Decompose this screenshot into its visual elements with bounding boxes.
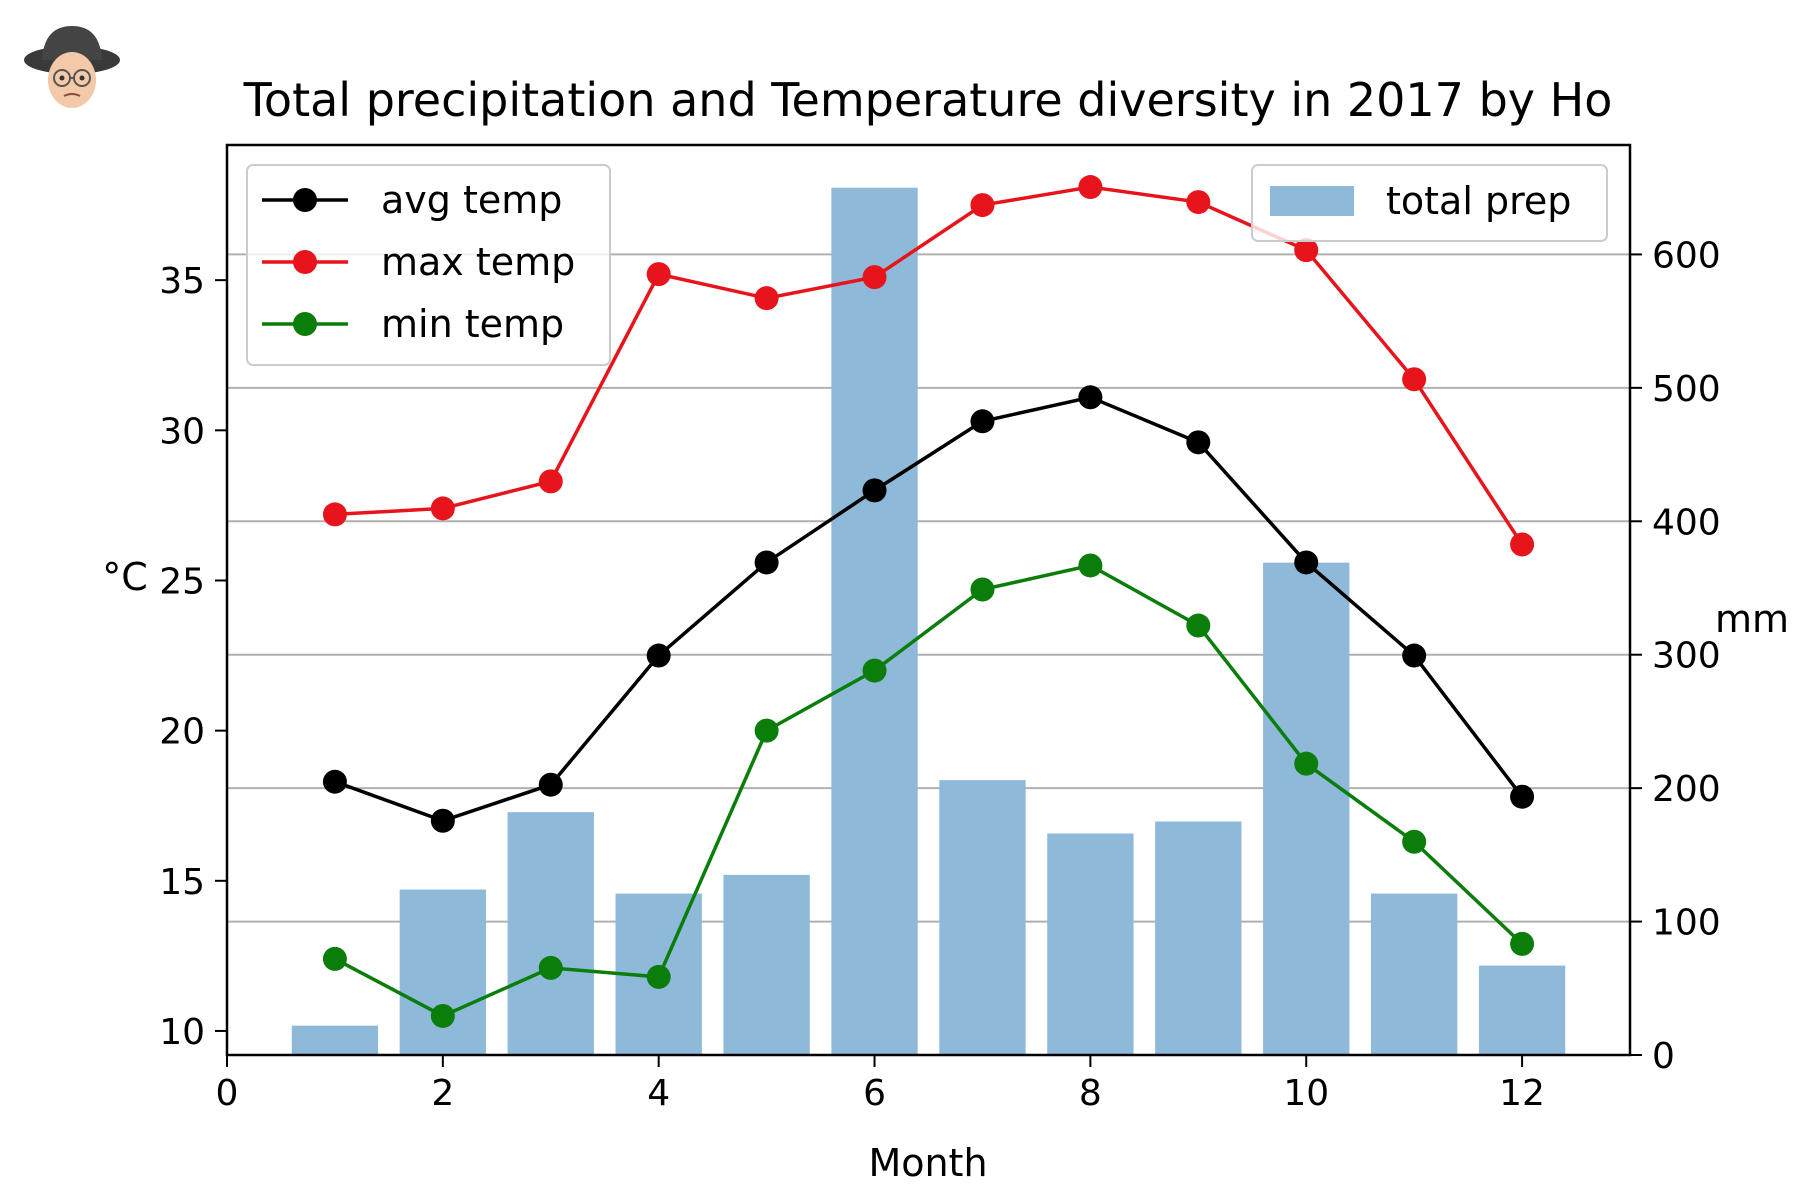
line-max-temp	[334, 185, 1524, 546]
bar-month-12	[1478, 965, 1566, 1055]
point-avg-temp-3	[538, 772, 563, 797]
point-min-temp-11	[1402, 829, 1427, 854]
point-min-temp-1	[322, 946, 347, 971]
point-min-temp-12	[1510, 931, 1535, 956]
point-avg-temp-1	[322, 769, 347, 794]
x-tick-label-4: 4	[647, 1073, 670, 1114]
point-min-temp-9	[1186, 613, 1211, 638]
bar-month-5	[723, 874, 810, 1055]
y-left-tick-label-15: 15	[159, 862, 205, 903]
point-max-temp-5	[754, 286, 779, 311]
plot-frame	[225, 143, 1632, 1057]
bar-month-7	[939, 780, 1026, 1055]
point-avg-temp-7	[970, 409, 995, 434]
x-tick-label-2: 2	[431, 1073, 454, 1114]
bar-month-6	[831, 187, 918, 1056]
y-right-tick-label-500: 500	[1652, 369, 1721, 410]
legend-label-total-prep: total prep	[1386, 179, 1571, 223]
y-left-tick-label-30: 30	[159, 411, 205, 452]
point-avg-temp-4	[646, 643, 671, 668]
y-right-tick-label-400: 400	[1652, 502, 1721, 543]
x-tick-label-0: 0	[216, 1073, 239, 1114]
legend-label-max-temp: max temp	[381, 240, 575, 284]
legend-marker-min-temp	[293, 312, 317, 336]
bar-month-10	[1263, 562, 1350, 1055]
y-right-tick-label-100: 100	[1652, 903, 1721, 944]
y-left-tick-label-35: 35	[159, 261, 205, 302]
point-max-temp-1	[322, 502, 347, 527]
legend-label-avg-temp: avg temp	[381, 178, 562, 222]
point-max-temp-3	[538, 469, 563, 494]
point-avg-temp-5	[754, 550, 779, 575]
chart-title: Total precipitation and Temperature dive…	[243, 73, 1613, 127]
y-right-tick-label-0: 0	[1652, 1036, 1675, 1077]
point-max-temp-7	[970, 193, 995, 218]
point-avg-temp-8	[1078, 385, 1103, 410]
point-min-temp-5	[754, 718, 779, 743]
bar-month-8	[1047, 833, 1134, 1055]
y-left-tick-label-20: 20	[159, 712, 205, 753]
legend-swatch-total-prep	[1270, 186, 1354, 216]
point-min-temp-6	[862, 658, 887, 683]
point-avg-temp-6	[862, 478, 887, 503]
bar-month-9	[1155, 821, 1242, 1055]
point-max-temp-9	[1186, 190, 1211, 215]
point-avg-temp-11	[1402, 643, 1427, 668]
point-max-temp-4	[646, 262, 671, 287]
y-axis-right-label: mm	[1715, 597, 1789, 641]
avatar	[22, 18, 122, 118]
bar-month-1	[291, 1025, 379, 1055]
bar-month-2	[399, 889, 487, 1055]
legend-marker-max-temp	[293, 250, 317, 274]
point-avg-temp-2	[430, 808, 455, 833]
legend-lines-box	[246, 164, 611, 366]
point-min-temp-10	[1294, 751, 1319, 776]
legend-label-min-temp: min temp	[381, 302, 564, 346]
legend-bars-box	[1251, 164, 1608, 242]
y-left-tick-label-10: 10	[159, 1012, 205, 1053]
point-min-temp-2	[430, 1003, 455, 1028]
legend-bars: total prep	[1251, 164, 1608, 242]
point-max-temp-12	[1510, 532, 1535, 557]
point-min-temp-4	[646, 964, 671, 989]
bar-month-3	[507, 812, 594, 1055]
x-tick-label-10: 10	[1283, 1073, 1329, 1114]
x-tick-label-12: 12	[1499, 1073, 1545, 1114]
x-axis: 0 2 4 6 8 10 12	[216, 1055, 1545, 1114]
point-avg-temp-10	[1294, 550, 1319, 575]
point-max-temp-11	[1402, 367, 1427, 392]
y-axis-left: 10 15 20 25 30 35	[159, 261, 227, 1053]
y-axis-right: 0 100 200 300 400 500 600	[1630, 235, 1721, 1077]
line-avg-temp	[334, 395, 1524, 823]
x-tick-label-6: 6	[863, 1073, 886, 1114]
line-min-temp	[334, 563, 1524, 1018]
x-tick-label-8: 8	[1079, 1073, 1102, 1114]
lines	[322, 175, 1535, 1028]
point-max-temp-10	[1294, 238, 1319, 263]
bar-month-11	[1370, 893, 1458, 1055]
point-max-temp-8	[1078, 175, 1103, 200]
legend-lines: avg temp max temp min temp	[246, 164, 611, 366]
point-avg-temp-9	[1186, 430, 1211, 455]
point-min-temp-7	[970, 577, 995, 602]
point-avg-temp-12	[1510, 784, 1535, 809]
legend-marker-avg-temp	[293, 188, 317, 212]
y-right-tick-label-200: 200	[1652, 769, 1721, 810]
y-right-tick-label-600: 600	[1652, 235, 1721, 276]
y-right-tick-label-300: 300	[1652, 636, 1721, 677]
bars	[291, 187, 1566, 1056]
point-min-temp-8	[1078, 553, 1103, 578]
point-max-temp-2	[430, 496, 455, 521]
y-left-tick-label-25: 25	[159, 561, 205, 602]
y-axis-left-label: °C	[102, 555, 148, 599]
point-min-temp-3	[538, 955, 563, 980]
x-axis-label: Month	[868, 1141, 987, 1185]
point-max-temp-6	[862, 265, 887, 290]
